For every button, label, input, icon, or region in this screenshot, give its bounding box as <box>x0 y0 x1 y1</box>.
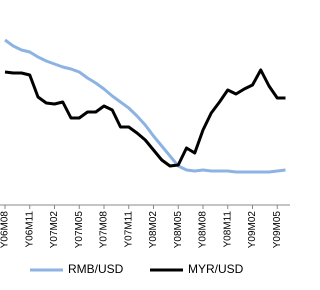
x-tick-label: Y09M02 <box>247 211 258 249</box>
x-tick-label: Y07M02 <box>49 211 60 249</box>
series-line <box>4 68 286 168</box>
x-tick-label: Y06M08 <box>0 211 11 249</box>
x-tick-label: Y06M11 <box>24 211 35 248</box>
x-tick-label: Y08M08 <box>198 211 209 249</box>
x-tick-label: Y07M05 <box>74 211 85 249</box>
x-tick-label: Y07M11 <box>123 211 134 248</box>
x-tick-label: Y08M02 <box>148 211 159 249</box>
x-tick-label: Y08M11 <box>222 211 233 248</box>
legend-label: RMB/USD <box>68 262 124 276</box>
x-tick-label: Y08M05 <box>173 211 184 249</box>
legend-label: MYR/USD <box>188 262 244 276</box>
chart: Y06M08 Y06M11 Y07M02 Y07M05 Y07M08 Y07M11 Y08M… <box>0 38 290 276</box>
series-line <box>4 38 286 174</box>
x-tick-label: Y07M08 <box>99 211 110 249</box>
x-tick-label: Y09M05 <box>272 211 283 249</box>
